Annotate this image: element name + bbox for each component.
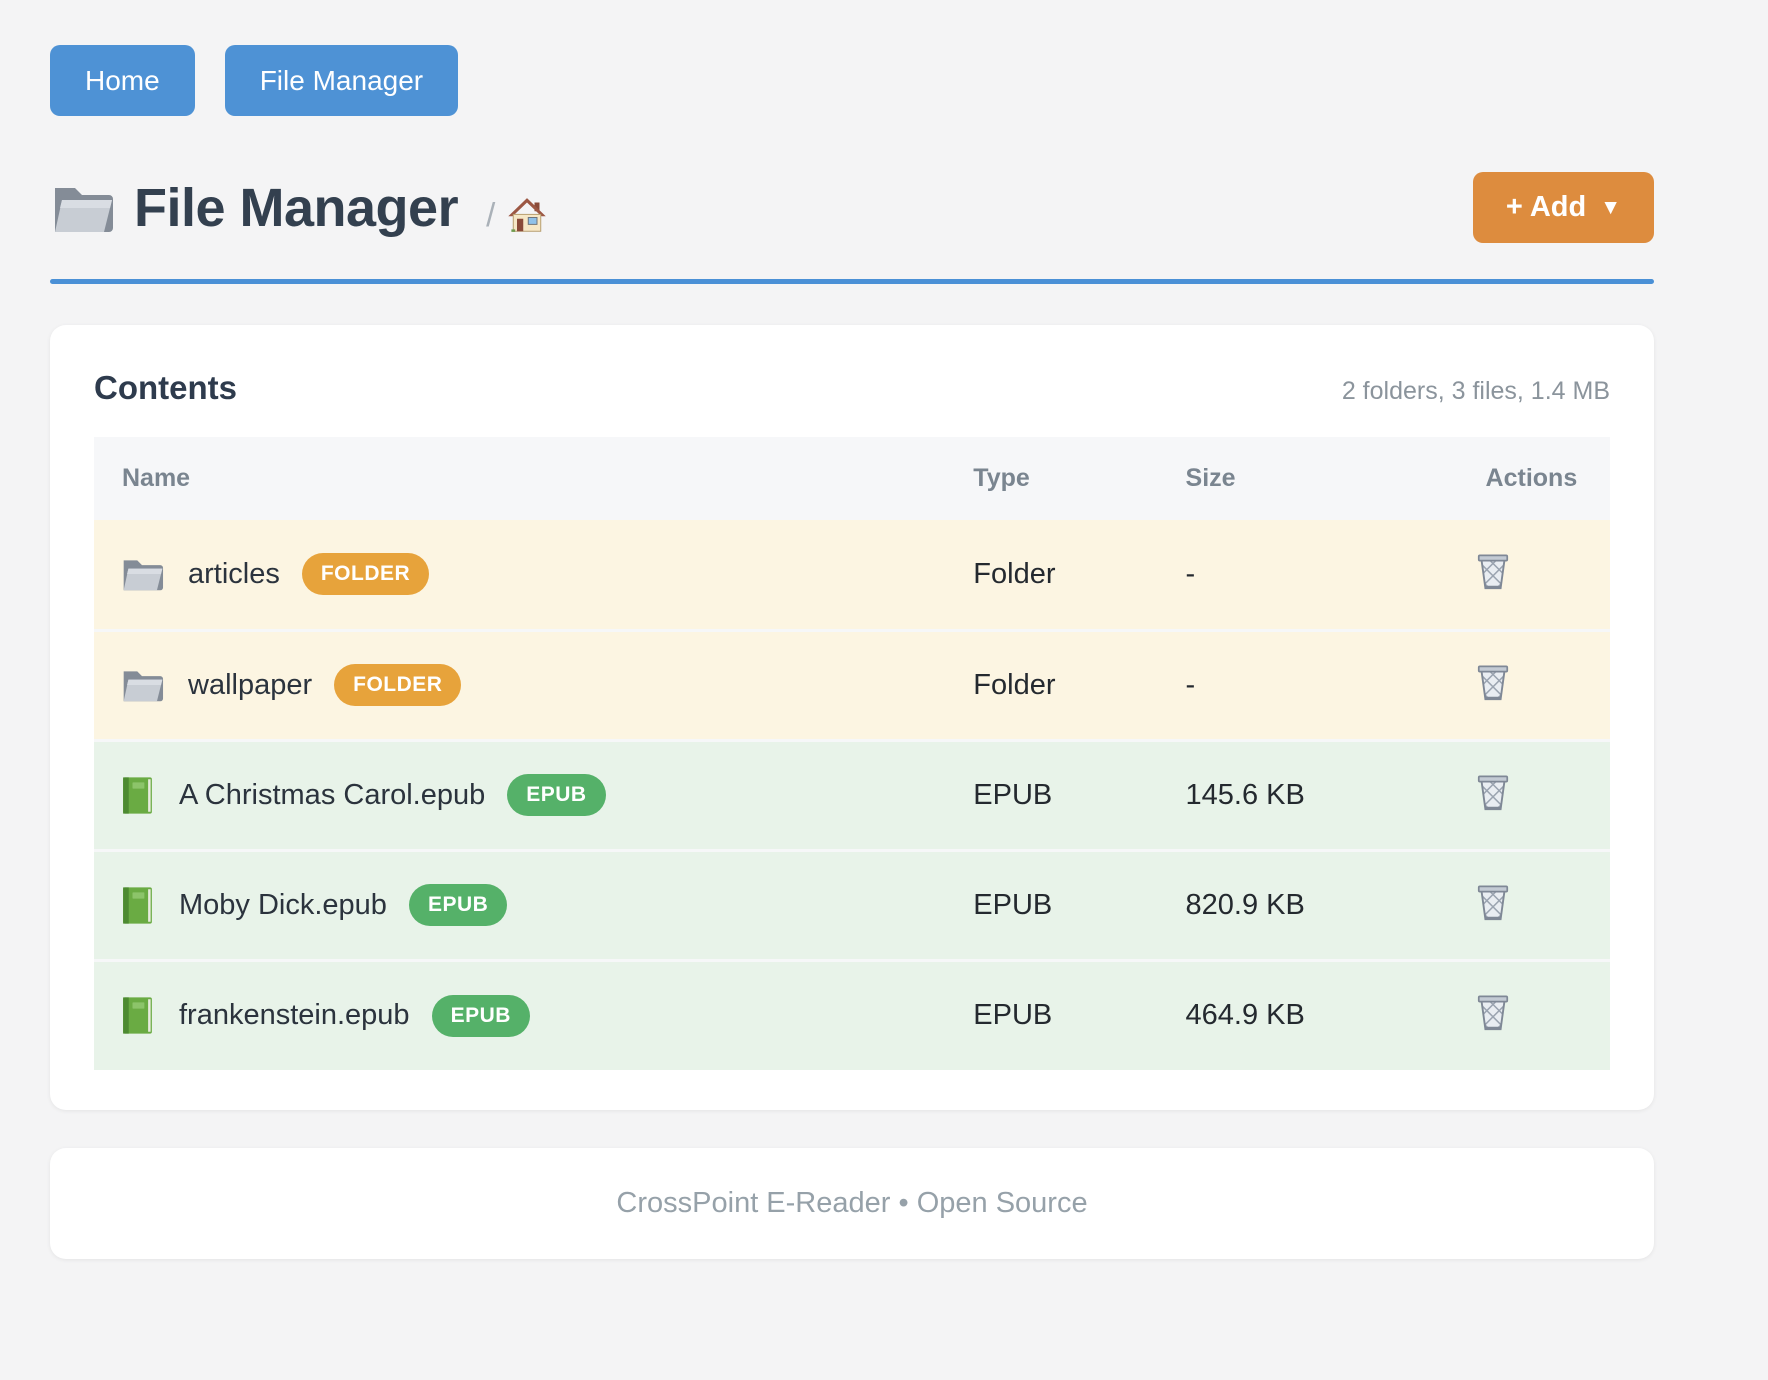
contents-table: Name Type Size Actions articles FOLDER F… [94, 437, 1610, 1070]
table-header-row: Name Type Size Actions [94, 437, 1610, 520]
file-name[interactable]: wallpaper [188, 668, 313, 701]
type-badge: EPUB [431, 994, 530, 1037]
page-header: File Manager / + Add ▼ [50, 172, 1654, 243]
accent-divider [50, 279, 1654, 284]
type-cell: Folder [973, 668, 1056, 701]
type-badge: FOLDER [301, 553, 430, 596]
contents-title: Contents [94, 369, 237, 406]
column-header-size: Size [1185, 437, 1474, 520]
green-book-icon [120, 775, 155, 816]
file-name[interactable]: Moby Dick.epub [179, 888, 387, 921]
type-badge: FOLDER [334, 664, 462, 706]
folder-icon [50, 180, 114, 236]
wastebasket-icon [1474, 772, 1512, 814]
add-button[interactable]: + Add ▼ [1472, 172, 1654, 243]
wastebasket-icon [1474, 882, 1512, 924]
home-button[interactable]: Home [50, 45, 195, 116]
contents-table-body: articles FOLDER Folder - wallpaper FOLDE… [94, 520, 1610, 1070]
breadcrumb-separator: / [486, 195, 496, 233]
table-row[interactable]: wallpaper FOLDER Folder - [94, 630, 1610, 742]
delete-button[interactable] [1474, 551, 1512, 593]
wastebasket-icon [1474, 662, 1512, 704]
file-name[interactable]: frankenstein.epub [179, 999, 410, 1032]
type-cell: EPUB [973, 999, 1053, 1032]
folder-icon [120, 555, 164, 593]
column-header-type: Type [973, 437, 1186, 520]
size-cell: - [1185, 668, 1196, 701]
title-group: File Manager / [50, 177, 547, 239]
page-container: Home File Manager File Manager / + Add ▼… [50, 0, 1654, 1259]
house-icon[interactable] [507, 195, 547, 235]
wastebasket-icon [1474, 992, 1512, 1034]
contents-summary: 2 folders, 3 files, 1.4 MB [1341, 377, 1610, 405]
type-cell: EPUB [973, 778, 1053, 811]
table-row[interactable]: articles FOLDER Folder - [94, 520, 1610, 632]
contents-card-header: Contents 2 folders, 3 files, 1.4 MB [94, 369, 1610, 407]
size-cell: 464.9 KB [1185, 999, 1305, 1032]
footer-text: CrossPoint E-Reader • Open Source [616, 1187, 1088, 1219]
wastebasket-icon [1474, 551, 1512, 593]
page-title: File Manager [134, 177, 459, 238]
green-book-icon [120, 885, 155, 926]
breadcrumb: / [486, 181, 547, 235]
type-badge: EPUB [408, 884, 508, 926]
top-nav: Home File Manager [50, 0, 1654, 116]
folder-icon [120, 666, 164, 704]
type-cell: Folder [973, 557, 1056, 590]
size-cell: 820.9 KB [1185, 888, 1305, 921]
table-row[interactable]: frankenstein.epub EPUB EPUB 464.9 KB [94, 960, 1610, 1070]
delete-button[interactable] [1474, 992, 1512, 1034]
footer-card: CrossPoint E-Reader • Open Source [50, 1148, 1654, 1259]
contents-card: Contents 2 folders, 3 files, 1.4 MB Name… [50, 325, 1654, 1110]
file-manager-button[interactable]: File Manager [224, 45, 459, 116]
size-cell: 145.6 KB [1185, 778, 1305, 811]
file-name[interactable]: A Christmas Carol.epub [179, 778, 486, 811]
column-header-actions: Actions [1473, 437, 1610, 520]
column-header-name: Name [94, 437, 974, 520]
type-cell: EPUB [973, 888, 1053, 921]
table-row[interactable]: Moby Dick.epub EPUB EPUB 820.9 KB [94, 850, 1610, 962]
file-name[interactable]: articles [188, 557, 280, 590]
delete-button[interactable] [1474, 662, 1512, 704]
delete-button[interactable] [1474, 772, 1512, 814]
type-badge: EPUB [507, 774, 606, 816]
green-book-icon [120, 995, 155, 1036]
delete-button[interactable] [1474, 882, 1512, 924]
caret-down-icon: ▼ [1600, 196, 1621, 219]
size-cell: - [1185, 557, 1196, 590]
table-row[interactable]: A Christmas Carol.epub EPUB EPUB 145.6 K… [94, 740, 1610, 852]
add-button-label: + Add [1505, 191, 1587, 223]
